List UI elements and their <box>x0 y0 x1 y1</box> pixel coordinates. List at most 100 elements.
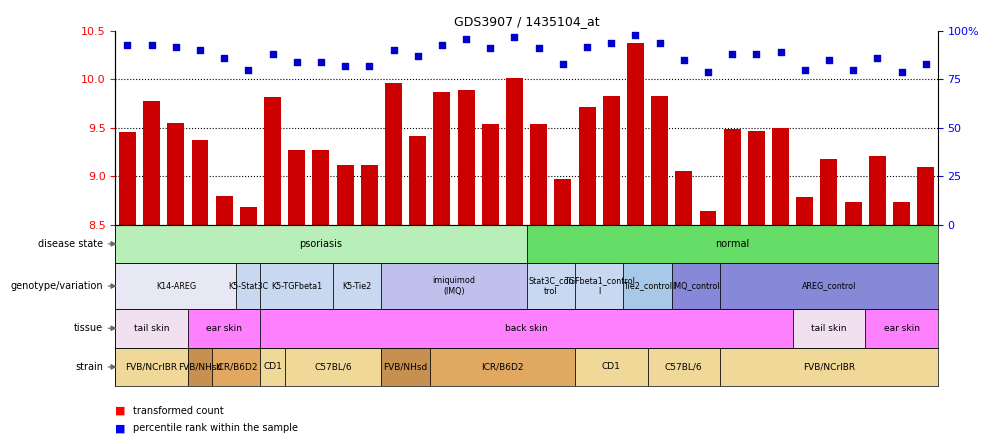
Bar <box>578 107 595 225</box>
Text: transformed count: transformed count <box>133 406 223 416</box>
Bar <box>261 263 333 309</box>
Text: FVB/NHsd: FVB/NHsd <box>383 362 427 372</box>
Text: CD1: CD1 <box>263 362 282 372</box>
Text: ■: ■ <box>115 406 125 416</box>
Bar <box>285 348 381 386</box>
Text: tail skin: tail skin <box>811 324 846 333</box>
Text: C57BL/6: C57BL/6 <box>314 362 352 372</box>
Text: disease state: disease state <box>38 239 103 249</box>
Bar <box>187 348 211 386</box>
Text: FVB/NCrIBR: FVB/NCrIBR <box>802 362 854 372</box>
Bar <box>719 348 937 386</box>
Point <box>796 66 812 73</box>
Point <box>409 53 425 60</box>
Point <box>530 45 546 52</box>
Point <box>723 51 739 58</box>
Bar <box>288 150 305 225</box>
Text: back skin: back skin <box>505 324 547 333</box>
Text: C57BL/6: C57BL/6 <box>664 362 702 372</box>
Text: ear skin: ear skin <box>883 324 919 333</box>
Text: K14-AREG: K14-AREG <box>155 281 195 290</box>
Bar <box>264 97 281 225</box>
Bar <box>115 263 236 309</box>
Point <box>143 41 159 48</box>
Point <box>191 47 207 54</box>
Point <box>869 55 885 62</box>
Point <box>845 66 861 73</box>
Point <box>458 35 474 42</box>
Bar <box>167 123 184 225</box>
Point <box>265 51 281 58</box>
Bar <box>333 263 381 309</box>
Bar <box>433 92 450 225</box>
Text: K5-Tie2: K5-Tie2 <box>343 281 372 290</box>
Bar <box>747 131 765 225</box>
Text: genotype/variation: genotype/variation <box>10 281 103 291</box>
Text: strain: strain <box>75 362 103 372</box>
Point <box>747 51 764 58</box>
Text: CD1: CD1 <box>601 362 620 372</box>
Bar <box>674 171 691 225</box>
Bar <box>191 140 208 225</box>
Text: psoriasis: psoriasis <box>300 239 342 249</box>
Point <box>337 62 353 69</box>
Bar <box>626 43 643 225</box>
Bar <box>796 198 813 225</box>
Bar <box>409 136 426 225</box>
Bar <box>574 263 622 309</box>
Text: FVB/NCrIBR: FVB/NCrIBR <box>125 362 177 372</box>
Bar <box>381 348 430 386</box>
Text: ICR/B6D2: ICR/B6D2 <box>481 362 523 372</box>
Bar <box>381 263 526 309</box>
Bar <box>385 83 402 225</box>
Point <box>216 55 232 62</box>
Point <box>119 41 135 48</box>
Text: FVB/NHsd: FVB/NHsd <box>177 362 221 372</box>
Point <box>289 59 305 66</box>
Text: TGFbeta1_control
l: TGFbeta1_control l <box>563 276 634 296</box>
Text: IMQ_control: IMQ_control <box>671 281 719 290</box>
Bar <box>719 263 937 309</box>
Point <box>167 43 183 50</box>
Bar <box>865 309 937 348</box>
Bar <box>215 196 232 225</box>
Bar <box>723 129 739 225</box>
Bar <box>236 263 261 309</box>
Bar <box>261 309 792 348</box>
Text: Tie2_control: Tie2_control <box>622 281 671 290</box>
Text: imiquimod
(IMQ): imiquimod (IMQ) <box>432 276 475 296</box>
Text: ear skin: ear skin <box>206 324 241 333</box>
Point <box>675 56 691 63</box>
Bar <box>574 348 647 386</box>
Bar <box>650 96 667 225</box>
Point <box>699 68 715 75</box>
Point <box>385 47 401 54</box>
Point <box>434 41 450 48</box>
Point <box>313 59 329 66</box>
Bar <box>892 202 909 225</box>
Text: AREG_control: AREG_control <box>801 281 856 290</box>
Bar <box>554 179 571 225</box>
Bar <box>671 263 719 309</box>
Point <box>627 32 643 39</box>
Bar <box>430 348 574 386</box>
Point <box>240 66 257 73</box>
Bar <box>143 101 160 225</box>
Text: tail skin: tail skin <box>133 324 169 333</box>
Bar <box>602 96 619 225</box>
Bar <box>239 207 257 225</box>
Point <box>506 33 522 40</box>
Bar <box>622 263 671 309</box>
Bar <box>526 263 574 309</box>
Bar <box>772 128 789 225</box>
Bar <box>792 309 865 348</box>
Bar <box>820 159 837 225</box>
Bar <box>506 79 522 225</box>
Bar <box>211 348 261 386</box>
Text: percentile rank within the sample: percentile rank within the sample <box>133 424 299 433</box>
Title: GDS3907 / 1435104_at: GDS3907 / 1435104_at <box>453 16 599 28</box>
Point <box>651 39 667 46</box>
Point <box>820 56 836 63</box>
Bar <box>868 156 885 225</box>
Point <box>578 43 594 50</box>
